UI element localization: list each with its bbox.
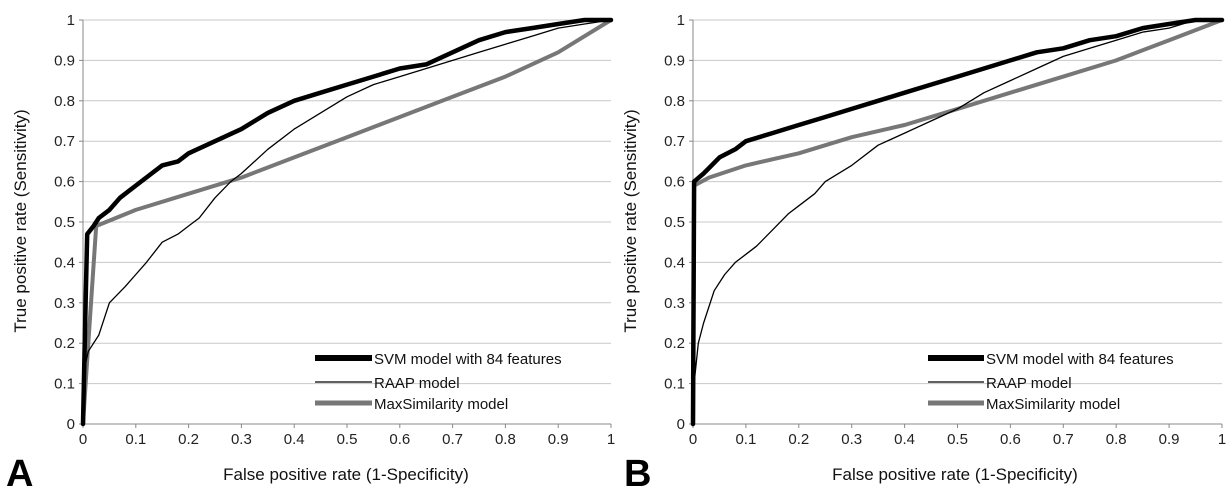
- x-tick-label-a: 0.8: [495, 431, 516, 448]
- series-line-raap-model-b: [692, 19, 1223, 425]
- y-tick-label-b: 0.1: [664, 376, 685, 393]
- y-tick-labels-b: 0 0.1 0.2 0.3 0.4 0.5 0.6 0.7 0.8 0.9 1: [664, 12, 685, 433]
- x-tick-labels-b: 0 0.1 0.2 0.3 0.4 0.5 0.6 0.7 0.8 0.9 1: [689, 431, 1226, 448]
- y-tick-label-b: 0.6: [664, 174, 685, 191]
- y-tick-label-a: 0.4: [54, 254, 75, 271]
- y-tick-label-a: 0: [67, 416, 75, 433]
- x-tick-label-a: 0.4: [284, 431, 305, 448]
- x-tick-label-b: 0.8: [1106, 431, 1127, 448]
- y-tick-label-b: 0.9: [664, 52, 685, 69]
- x-tick-label-b: 0.4: [894, 431, 915, 448]
- y-axis-title-a: True positive rate (Sensitivity): [11, 109, 30, 332]
- x-tick-label-b: 0.9: [1159, 431, 1180, 448]
- panel-b: 0 0.1 0.2 0.3 0.4 0.5 0.6 0.7 0.8 0.9 1 0 0.1 0.2 0.3…: [621, 12, 1226, 488]
- y-tick-label-b: 1: [677, 12, 685, 29]
- y-tick-label-a: 0.9: [54, 52, 75, 69]
- legend-label-raap-a: RAAP model: [374, 375, 460, 392]
- y-tick-label-b: 0.4: [664, 254, 685, 271]
- y-tick-label-a: 1: [67, 12, 75, 29]
- gridlines-b: [693, 19, 1222, 385]
- x-tick-label-b: 0.3: [841, 431, 862, 448]
- series-line-svm-model-with-84-features-b: [690, 17, 1225, 427]
- y-tick-label-b: 0.5: [664, 214, 685, 231]
- y-tick-label-a: 0.8: [54, 93, 75, 110]
- panel-label-b: B: [624, 453, 651, 488]
- x-tick-label-b: 0.6: [1000, 431, 1021, 448]
- series-line-svm-model-with-84-features-a: [80, 17, 614, 427]
- gridlines-a: [83, 19, 611, 385]
- x-tick-label-a: 0.9: [548, 431, 569, 448]
- x-tick-label-a: 1: [607, 431, 615, 448]
- x-tick-labels-a: 0 0.1 0.2 0.3 0.4 0.5 0.6 0.7 0.8 0.9 1: [79, 431, 615, 448]
- panel-label-a: A: [6, 453, 33, 488]
- x-tick-label-b: 0.7: [1053, 431, 1074, 448]
- legend-label-raap-b: RAAP model: [986, 375, 1072, 392]
- series-a: [80, 17, 614, 427]
- y-tick-label-a: 0.6: [54, 174, 75, 191]
- x-tick-label-a: 0.7: [442, 431, 463, 448]
- panel-a: 0 0.1 0.2 0.3 0.4 0.5 0.6 0.7 0.8 0.9 1 0 0.1 0.2 0.3…: [6, 12, 615, 488]
- legend-label-maxsim-b: MaxSimilarity model: [986, 396, 1120, 413]
- y-tick-label-b: 0.7: [664, 133, 685, 150]
- x-tick-label-a: 0.6: [389, 431, 410, 448]
- x-tick-label-a: 0.5: [337, 431, 358, 448]
- x-tick-label-b: 0: [689, 431, 697, 448]
- y-tick-label-a: 0.7: [54, 133, 75, 150]
- x-tick-label-b: 0.5: [947, 431, 968, 448]
- x-tick-label-b: 0.1: [735, 431, 756, 448]
- legend-b: SVM model with 84 features RAAP model Ma…: [928, 351, 1174, 413]
- legend-a: SVM model with 84 features RAAP model Ma…: [315, 351, 562, 413]
- y-tick-label-a: 0.1: [54, 376, 75, 393]
- y-tick-label-a: 0.5: [54, 214, 75, 231]
- y-tick-label-b: 0.3: [664, 295, 685, 312]
- y-tick-label-b: 0.8: [664, 93, 685, 110]
- y-tick-label-b: 0.2: [664, 335, 685, 352]
- series-line-raap-model-a: [82, 19, 612, 425]
- x-tick-label-a: 0.3: [231, 431, 252, 448]
- x-tick-label-b: 0.2: [788, 431, 809, 448]
- series-b: [690, 17, 1225, 427]
- y-axis-title-b: True positive rate (Sensitivity): [621, 109, 640, 332]
- x-axis-title-b: False positive rate (1-Specificity): [832, 465, 1078, 484]
- x-axis-title-a: False positive rate (1-Specificity): [223, 465, 469, 484]
- x-tick-label-a: 0.2: [178, 431, 199, 448]
- x-tick-label-a: 0.1: [125, 431, 146, 448]
- y-tick-label-a: 0.3: [54, 295, 75, 312]
- series-line-maxsimilarity-model-b: [691, 18, 1224, 426]
- x-tick-label-a: 0: [79, 431, 87, 448]
- legend-label-maxsim-a: MaxSimilarity model: [374, 396, 508, 413]
- y-tick-label-a: 0.2: [54, 335, 75, 352]
- x-tick-label-b: 1: [1218, 431, 1226, 448]
- legend-label-svm-a: SVM model with 84 features: [374, 351, 562, 368]
- y-tick-label-b: 0: [677, 416, 685, 433]
- legend-label-svm-b: SVM model with 84 features: [986, 351, 1174, 368]
- y-tick-labels-a: 0 0.1 0.2 0.3 0.4 0.5 0.6 0.7 0.8 0.9 1: [54, 12, 75, 433]
